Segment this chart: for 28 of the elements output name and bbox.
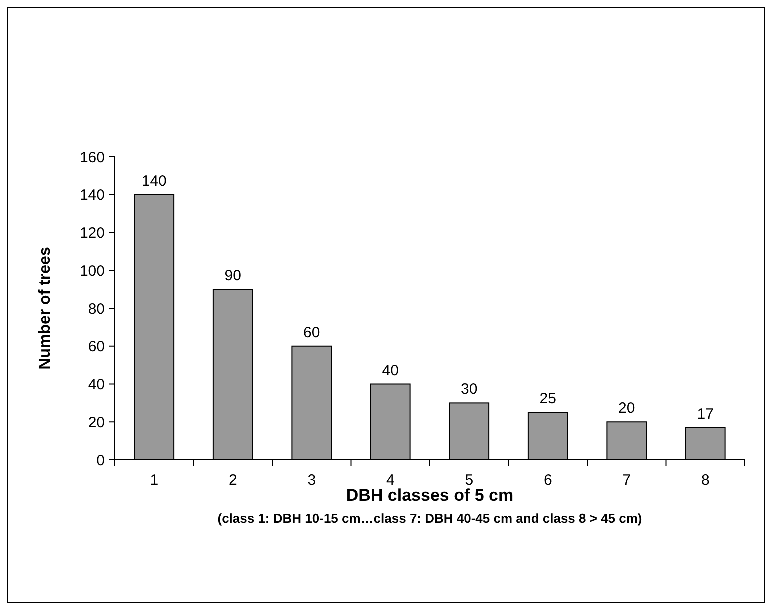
y-tick-label: 40	[88, 376, 105, 394]
data-label: 60	[304, 324, 320, 342]
y-axis-title: Number of trees	[37, 247, 54, 370]
x-tick-label: 7	[622, 472, 632, 489]
y-tick-label: 60	[88, 338, 105, 356]
data-label: 90	[224, 268, 242, 285]
x-tick-label: 5	[465, 472, 474, 489]
x-tick-label: 6	[544, 472, 552, 489]
data-label: 17	[697, 406, 714, 423]
x-tick-label: 1	[150, 472, 159, 489]
data-label: 20	[618, 400, 636, 418]
data-label: 40	[382, 362, 399, 380]
x-axis-title: DBH classes of 5 cm	[346, 486, 514, 505]
x-tick-label: 2	[228, 472, 238, 489]
y-tick-label: 120	[80, 225, 105, 242]
y-tick-label: 140	[80, 187, 105, 204]
y-tick-label: 80	[88, 300, 105, 318]
text: (class 1: DBH 10-15 cm…class 7: DBH 40-45 cm and class 8 > 45 cm)	[218, 511, 642, 526]
y-tick-label: 0	[96, 452, 105, 470]
data-label: 25	[540, 390, 556, 408]
data-label: 140	[142, 172, 167, 190]
x-tick-label: 4	[386, 472, 395, 489]
x-tick-label: 3	[308, 472, 316, 489]
y-tick-label: 160	[80, 149, 105, 166]
y-tick-label: 100	[80, 262, 105, 280]
x-tick-label: 8	[701, 472, 710, 489]
y-tick-label: 20	[88, 414, 105, 432]
data-label: 30	[461, 381, 478, 398]
